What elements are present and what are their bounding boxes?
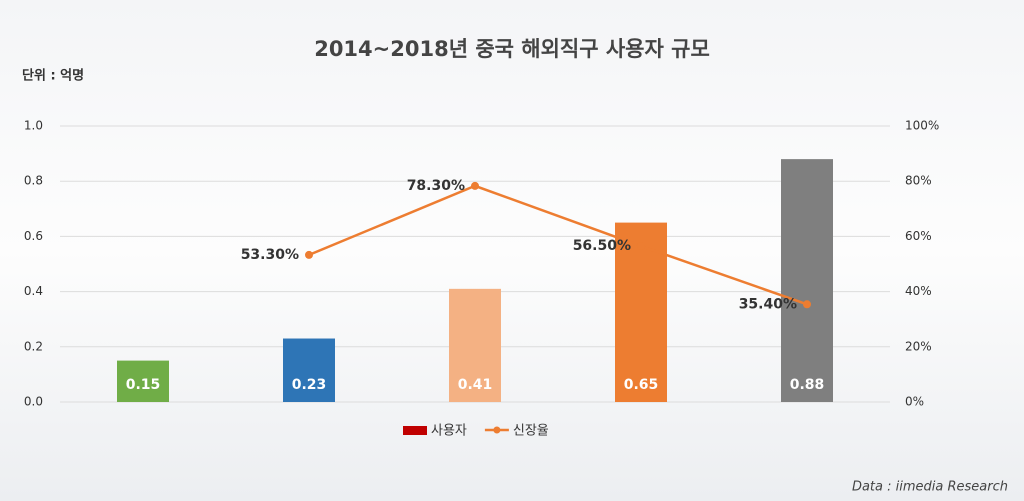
legend-label: 신장율 — [513, 424, 549, 439]
y2-tick-label: 100% — [905, 119, 939, 133]
line — [308, 184, 808, 306]
bar — [781, 159, 833, 402]
y-tick-label: 1.0 — [24, 119, 43, 133]
y-tick-label: 0.0 — [24, 395, 43, 409]
line-value-label: 35.40% — [739, 296, 797, 312]
y2-tick-label: 20% — [905, 339, 932, 353]
y-tick-label: 0.4 — [24, 284, 43, 298]
line-point — [803, 300, 811, 309]
bar-value-label: 0.23 — [292, 377, 327, 393]
legend-swatch — [403, 426, 427, 435]
line-value-label: 53.30% — [241, 247, 299, 263]
line-value-label: 56.50% — [573, 238, 631, 254]
y2-tick-label: 0% — [905, 395, 924, 409]
y2-tick-label: 60% — [905, 229, 932, 243]
bar — [449, 288, 501, 402]
bar-value-label: 0.41 — [458, 377, 493, 393]
bar-value-label: 0.65 — [624, 377, 659, 393]
unit-label: 단위 : 억명 — [22, 68, 84, 84]
chart-title: 2014~2018년 중국 해외직구 사용자 규모 — [314, 37, 710, 61]
line-point — [637, 242, 645, 251]
line-point — [305, 250, 313, 259]
bar — [283, 338, 335, 402]
bar-value-label: 0.15 — [126, 377, 161, 393]
bar-value-label: 0.88 — [790, 377, 825, 393]
y-tick-label: 0.6 — [24, 229, 43, 243]
legend-label: 사용자 — [431, 424, 467, 439]
line-value-label: 78.30% — [407, 178, 465, 194]
y2-tick-label: 80% — [905, 174, 932, 188]
y-tick-label: 0.8 — [24, 174, 43, 188]
bar — [117, 360, 169, 402]
y-tick-label: 0.2 — [24, 339, 43, 353]
source: Data : iimedia Research — [852, 480, 1008, 495]
legend-swatch — [493, 426, 501, 434]
y2-tick-label: 40% — [905, 284, 932, 298]
line-point — [471, 181, 479, 190]
